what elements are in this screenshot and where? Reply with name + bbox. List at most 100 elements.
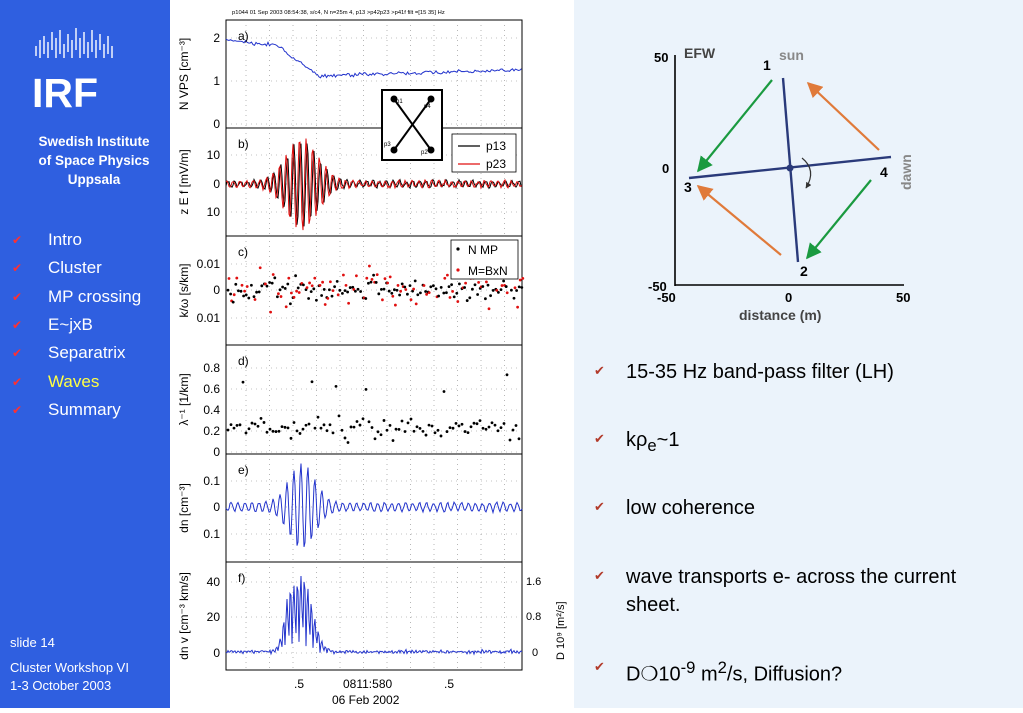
scatter-point [330,294,334,298]
scatter-point [518,278,522,282]
scatter-point [500,284,504,287]
event-dates: 1-3 October 2003 [10,678,112,693]
efield-p23 [225,138,523,231]
scatter-point [517,285,521,289]
scatter-point [390,291,394,295]
scatter-point [338,288,342,292]
scatter-point [334,384,338,388]
right-axis-label: D 10⁹ [m²/s] [555,602,567,661]
scatter-point [419,291,422,295]
scatter-point [346,290,349,294]
scatter-point [255,290,258,294]
nav-item-summary[interactable]: ✔ Summary [8,396,170,424]
bullet-item: ✔ 15-35 Hz band-pass filter (LH) [594,358,1014,386]
nav-item-cluster[interactable]: ✔ Cluster [8,254,170,282]
org-line: of Space Physics [38,153,150,168]
scatter-point [259,417,263,420]
scatter-point [322,423,326,427]
scatter-point [229,423,233,426]
nav-item-waves[interactable]: ✔ Waves [8,367,170,395]
scatter-point [355,420,359,423]
scatter-point [406,421,410,425]
scatter-point [277,292,280,296]
scatter-point [394,303,397,307]
y-tick: 0.01 [197,257,221,271]
scatter-point [278,288,282,292]
scatter-point [472,421,476,425]
nav-item-intro[interactable]: ✔ Intro [8,226,170,254]
right-axis-f: 1.6 0.8 0 D 10⁹ [m²/s] [526,576,567,660]
y-tick: 2 [213,31,220,45]
scatter-point [436,428,440,432]
scatter-point [349,425,353,429]
scatter-point [505,373,509,377]
scatter-point [421,430,425,433]
legend-b-p23: p23 [486,157,506,171]
scatter-point [265,284,269,288]
y-tick: 1 [213,74,220,88]
scatter-point [253,422,257,426]
scatter-point [369,280,373,284]
point-label: 2 [800,263,808,279]
dn-trace [225,463,523,548]
scatter-point [425,292,428,296]
panel-ylabel: N VPS [cm⁻³] [177,38,191,110]
scatter-point [400,419,404,423]
scatter-point [307,297,310,300]
scatter-point [313,426,317,430]
nav-item-e-jxb[interactable]: ✔ E~jxB [8,311,170,339]
scatter-point [328,423,332,427]
scatter-point [239,289,243,293]
y-tick: 0.2 [203,424,220,438]
scatter-point [439,286,443,289]
scatter-point [301,427,305,431]
scatter-point [271,429,275,433]
scatter-point [514,424,518,427]
check-icon: ✔ [594,568,605,583]
y-tick: 10 [207,205,221,219]
panel-ylabel: k/ω [s/km] [177,263,191,317]
scatter-point [403,430,407,433]
scatter-point [280,425,284,429]
nav-item-mp-crossing[interactable]: ✔ MP crossing [8,283,170,311]
scatter-point [427,423,431,427]
x-tick: 50 [896,290,910,305]
scatter-point [277,429,281,433]
panel-ylabel: z E f [mV/m] [177,149,191,214]
y-tick: 0.1 [203,527,220,541]
orange-arrow [806,81,880,151]
scatter-point [370,278,374,281]
nav-item-separatrix[interactable]: ✔ Separatrix [8,339,170,367]
point-label: 4 [880,164,888,180]
scatter-point [241,380,245,384]
scatter-point [355,274,358,278]
y-tick: -50 [648,279,667,294]
scatter-point [403,285,407,289]
scatter-point [257,290,261,294]
scatter-point [466,431,470,434]
scatter-point [451,289,454,293]
scatter-point [412,287,415,291]
y-tick: 0 [213,646,220,660]
scatter-point [227,277,231,280]
scatter-point [235,276,239,280]
scatter-point [323,303,327,306]
scatter-point [379,433,383,437]
scatter-point [448,426,452,430]
check-icon: ✔ [12,289,23,304]
scatter-point [232,426,236,430]
check-icon: ✔ [12,346,23,361]
green-arrow [697,79,773,173]
point-label: 1 [763,57,771,73]
scatter-point [295,289,298,293]
scatter-point [520,286,524,289]
scatter-point [446,273,449,277]
scatter-point [442,291,446,295]
probe-label: p1 [396,99,403,105]
bullet-item: ✔ wave transports e- across the current s… [594,563,1014,619]
legend-c: N MP M=BxN [450,239,519,280]
scatter-point [443,276,447,280]
scatter-point [455,291,459,295]
scatter-point [274,430,278,433]
scatter-point [226,288,230,292]
